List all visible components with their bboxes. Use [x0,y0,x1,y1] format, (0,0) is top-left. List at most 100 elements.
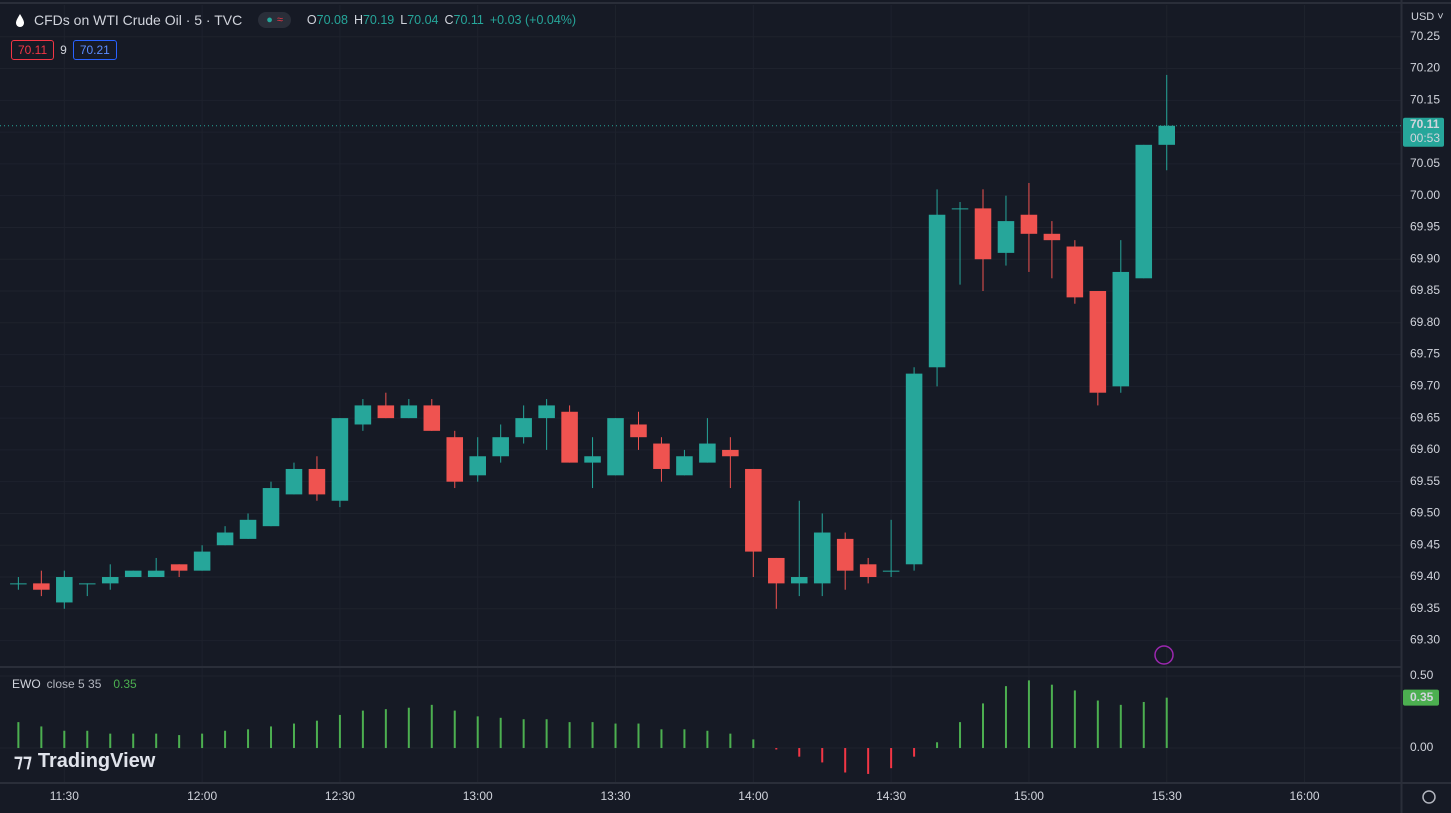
y-tick-label: 69.45 [1410,537,1440,551]
logo[interactable]: ⁊⁊ TradingView [14,750,155,773]
spread: 9 [60,43,67,57]
histogram-bar [178,735,181,749]
y-tick-label: 69.55 [1410,474,1440,488]
histogram-bar [660,729,663,749]
currency-label: USD [1411,11,1435,23]
candle-body [193,551,211,571]
y-tick-label: 69.35 [1410,601,1440,615]
histogram-bar [430,704,433,749]
status-pill[interactable]: ● ≈ [258,12,291,28]
histogram-bar [1119,704,1122,749]
candle-body [951,208,969,210]
histogram-bar [247,729,250,749]
candle-body [354,405,372,425]
histogram-bar [1073,690,1076,749]
y-tick-label: 69.70 [1410,379,1440,393]
ohlc-key: L [400,13,408,27]
x-tick-label: 12:30 [325,789,355,803]
x-tick-label: 13:30 [601,789,631,803]
candle-body [1020,214,1038,234]
ewo-axis-box [1403,689,1439,706]
y-tick-label: 70.15 [1410,93,1440,107]
histogram-bar [775,748,778,750]
settings-icon [1422,790,1436,804]
ohlc-key: O [306,13,317,27]
histogram-bar [1096,700,1099,749]
countdown-label: 00:53 [1410,131,1440,145]
y-tick-label: 69.90 [1410,251,1440,265]
y-tick-label: 70.25 [1410,29,1440,43]
candle-body [768,557,785,584]
alert-icon [1154,645,1174,665]
ewo-axis-label: 0.35 [1410,690,1434,704]
histogram-bar [637,723,640,749]
histogram-bar [936,742,939,749]
histogram-bar [40,726,43,749]
last-price-label: 70.11 [1410,117,1440,131]
candle-body [699,443,716,463]
candle-body [446,437,464,482]
x-tick-label: 12:00 [187,789,217,803]
candle-body [331,418,349,501]
histogram-bar [292,723,295,749]
histogram-bar [63,730,66,749]
ohlc-value: 70.11 [453,13,484,27]
sell-button[interactable]: 70.11 [11,40,55,60]
histogram-bar [614,723,617,749]
histogram-bar [86,730,89,749]
candle-body [607,418,624,476]
x-tick-label: 13:00 [463,789,493,803]
candle-body [492,437,509,457]
ohlc-key: C [444,13,454,27]
ewo-legend: EWO close 5 35 0.35 [12,677,137,691]
histogram-bar [224,730,227,749]
y-tick-label: 69.95 [1410,220,1440,234]
histogram-bar [568,722,571,749]
candle-body [836,538,854,571]
candle-body [859,564,877,578]
candle-body [79,583,96,585]
histogram-bar [683,729,686,749]
histogram-bar [407,707,410,749]
histogram-bar [338,714,341,749]
candle-body [239,519,257,539]
currency[interactable]: USD ˅ [1411,11,1444,23]
ewo-name: EWO [12,677,41,691]
change: +0.03 (+0.04%) [489,13,577,27]
histogram-bar [384,709,387,749]
candle-body [33,583,50,590]
logo-text: TradingView [37,750,156,772]
histogram-bar [1142,701,1145,749]
y-tick-label: 69.80 [1410,315,1440,329]
candle-body [584,456,601,463]
candle-body [1158,125,1176,145]
candle-body [974,208,992,260]
y-tick-label: 69.50 [1410,506,1440,520]
histogram-bar [17,722,20,749]
histogram-bar [132,733,135,749]
histogram-bar [476,716,479,749]
candle-body [813,532,831,584]
histogram-bar [752,739,755,749]
histogram-bar [890,748,893,769]
candle-body [538,405,555,419]
histogram-bar [913,748,916,757]
y-tick-label: 0.50 [1410,668,1434,682]
ohlc: O 70.08 H 70.19 L 70.04 C 70.11 +0.03 (+0.04… [307,13,582,27]
histogram-bar [1004,686,1007,749]
buy-button[interactable]: 70.21 [72,40,117,60]
candle-body [676,456,693,476]
candle-body [928,214,946,368]
histogram-bar [1165,697,1168,749]
ohlc-value: 70.04 [407,13,439,27]
logo-icon: ⁊⁊ [14,751,32,771]
x-tick-label: 15:00 [1014,789,1044,803]
candle-body [515,418,532,438]
histogram-bar [1050,684,1053,749]
oil-icon [16,14,24,27]
histogram-bar [315,720,318,749]
candle-body [1112,271,1130,387]
candle-body [630,424,647,438]
